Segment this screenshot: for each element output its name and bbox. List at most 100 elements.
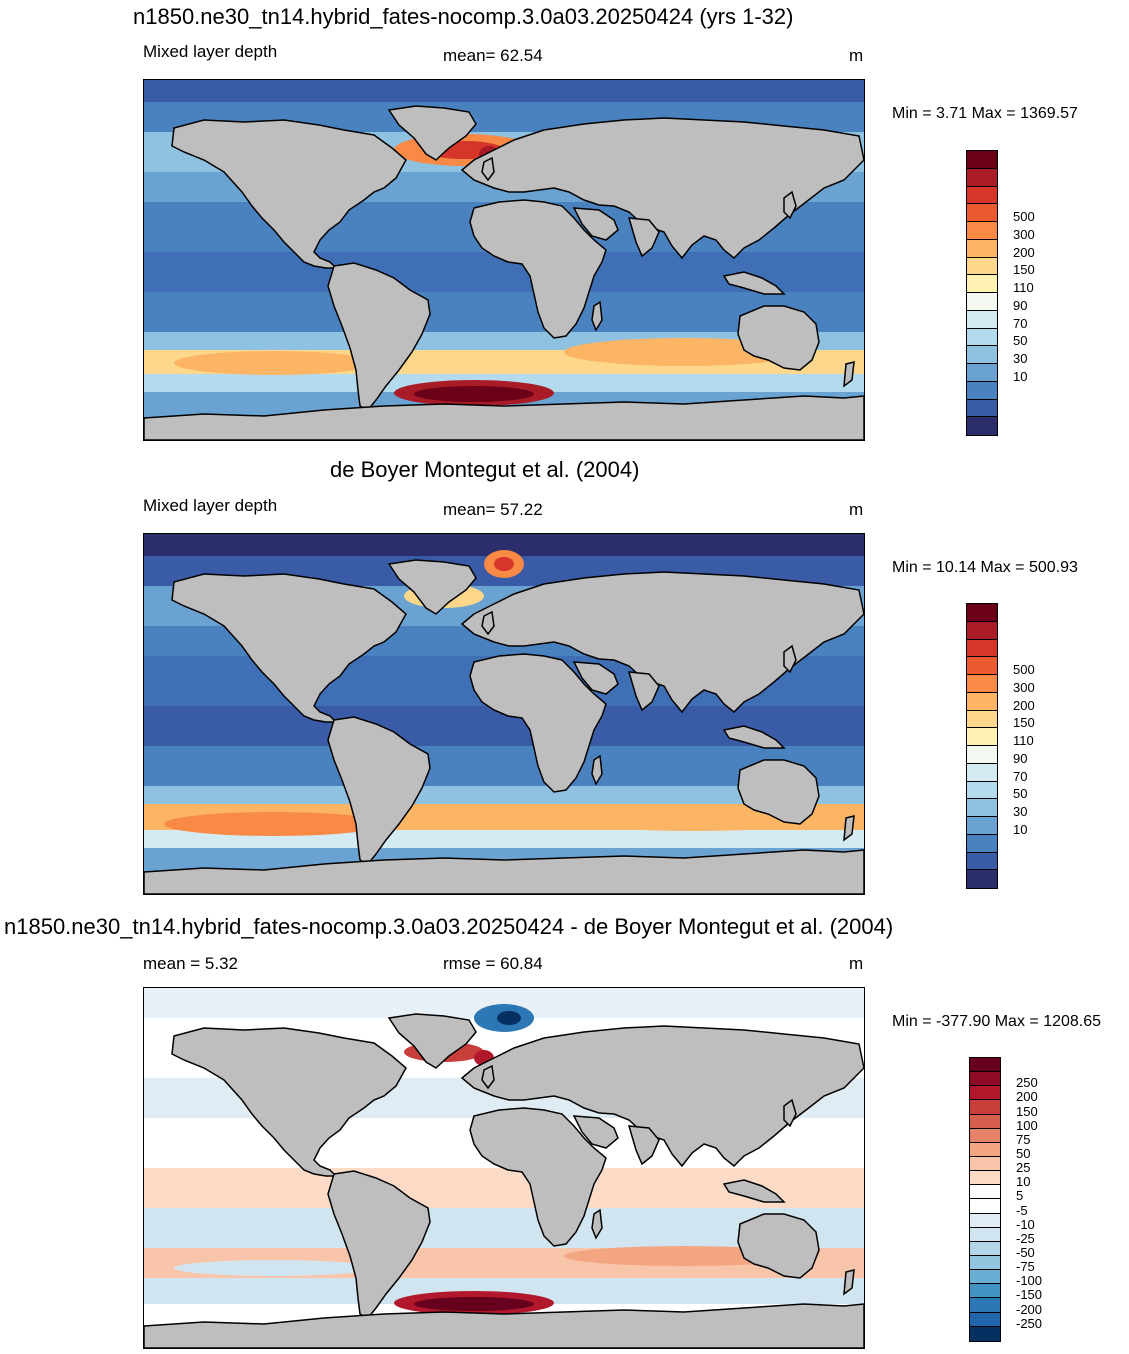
colorbar-swatch <box>970 1312 1000 1327</box>
colorbar-tick-label: 100 <box>1016 1117 1038 1133</box>
colorbar-swatch <box>970 1270 1000 1285</box>
landmass-australia <box>737 1213 820 1279</box>
colorbar-swatch <box>967 604 997 622</box>
colorbar-tick-label: -25 <box>1016 1230 1035 1246</box>
colorbar-swatch <box>970 1199 1000 1214</box>
panel-1-units: m <box>849 46 864 65</box>
landmass-northAmerica <box>171 1027 407 1177</box>
landmass-antarctica <box>144 395 864 440</box>
colorbar-swatch <box>967 275 997 293</box>
landmass-northAmerica <box>171 119 407 269</box>
colorbar-tick-label: 500 <box>1013 662 1035 678</box>
colorbar-tick-label: 10 <box>1013 821 1028 837</box>
colorbar-tick-label: 75 <box>1016 1131 1031 1147</box>
field-feature <box>174 351 374 375</box>
landmass-eurasia <box>460 1025 864 1168</box>
panel-2-map <box>143 533 865 895</box>
colorbar-tick-label: -150 <box>1016 1287 1043 1303</box>
colorbar-tick-label: 5 <box>1016 1188 1024 1204</box>
colorbar-swatch <box>967 346 997 364</box>
colorbar-tick-label: -75 <box>1016 1259 1035 1275</box>
panel-3-title: n1850.ne30_tn14.hybrid_fates-nocomp.3.0a… <box>4 914 894 939</box>
panel-3-units: m <box>849 954 864 973</box>
colorbar-tick-label: -50 <box>1016 1245 1035 1261</box>
landmass-southAmerica <box>327 262 431 411</box>
field-feature <box>494 557 514 571</box>
landmass-greenland <box>387 559 477 615</box>
colorbar-swatch <box>967 381 997 400</box>
landmass-indonesia <box>722 725 786 749</box>
colorbar-swatch <box>970 1213 1000 1228</box>
colorbar-swatch <box>970 1128 1000 1143</box>
colorbar-swatch <box>967 328 997 347</box>
colorbar-swatch <box>967 817 997 835</box>
colorbar-tick-label: 70 <box>1013 768 1028 784</box>
panel-2-minmax: Min = 10.14 Max = 500.93 <box>892 559 1078 576</box>
colorbar-swatch <box>967 728 997 746</box>
landmass-japan <box>783 644 797 674</box>
colorbar-tick-label: 10 <box>1016 1174 1031 1190</box>
colorbar-tick-label: -5 <box>1016 1202 1028 1218</box>
colorbar-tick-label: 150 <box>1013 262 1035 278</box>
landmass-newzealand <box>843 815 855 842</box>
colorbar-swatch <box>967 710 997 729</box>
panel-3-colorbar-labels: 250 200 150 100 75 50 25 10 5 -5 -10 -25 -50 -75 -100-… <box>1016 1057 1076 1340</box>
landmass-indonesia <box>722 1179 786 1203</box>
colorbar-tick-label: 50 <box>1016 1145 1031 1161</box>
landmass-india <box>627 671 660 712</box>
colorbar-swatch <box>967 239 997 258</box>
colorbar-tick-label: -200 <box>1016 1301 1043 1317</box>
panel-3-mean-label: mean = 5.32 <box>143 954 238 973</box>
colorbar-swatch <box>967 399 997 418</box>
landmass-japan <box>783 190 797 220</box>
landmass-newzealand <box>843 361 855 388</box>
panel-3-map <box>143 987 865 1349</box>
colorbar-swatch <box>970 1255 1000 1271</box>
colorbar-tick-label: 250 <box>1016 1075 1038 1091</box>
colorbar-swatch <box>967 293 997 311</box>
colorbar-swatch <box>967 151 997 169</box>
landmass-madagascar <box>591 300 603 332</box>
landmass-australia <box>737 759 820 825</box>
colorbar-tick-label: -250 <box>1016 1315 1043 1331</box>
colorbar-tick-label: 200 <box>1013 697 1035 713</box>
colorbar-swatch <box>967 781 997 800</box>
colorbar-swatch <box>967 621 997 640</box>
colorbar-tick-label: 30 <box>1013 351 1028 367</box>
landmass-greenland <box>387 1013 477 1069</box>
panel-1-mean-label: mean= 62.54 <box>443 46 543 65</box>
field-feature <box>564 807 824 831</box>
colorbar-tick-label: 150 <box>1016 1103 1038 1119</box>
colorbar-swatch <box>967 639 997 658</box>
colorbar-swatch <box>967 257 997 276</box>
landmass-japan <box>783 1098 797 1128</box>
colorbar-swatch <box>967 746 997 764</box>
landmass-antarctica <box>144 849 864 894</box>
landmass-madagascar <box>591 754 603 786</box>
colorbar-swatch <box>967 222 997 240</box>
panel-3-colorbar <box>969 1057 1001 1342</box>
landmass-britain <box>481 156 495 182</box>
landmass-africa <box>469 653 607 793</box>
ocean-band <box>144 534 864 556</box>
colorbar-swatch <box>967 692 997 711</box>
landmass-greenland <box>387 105 477 161</box>
colorbar-tick-label: 90 <box>1013 297 1028 313</box>
landmass-arabia <box>572 207 619 241</box>
colorbar-swatch <box>967 204 997 222</box>
landmass-southAmerica <box>327 1170 431 1319</box>
landmass-northAmerica <box>171 573 407 723</box>
panel-2-colorbar-labels: 500 300 200 150 110 90 70 50 30 10 <box>1013 603 1073 887</box>
colorbar-tick-label: 300 <box>1013 679 1035 695</box>
colorbar-tick-label: 70 <box>1013 315 1028 331</box>
panel-1-colorbar <box>966 150 998 436</box>
colorbar-tick-label: 10 <box>1013 368 1028 384</box>
landmass-australia <box>737 305 820 371</box>
colorbar-tick-label: 500 <box>1013 209 1035 225</box>
field-feature <box>164 812 384 836</box>
colorbar-tick-label: 110 <box>1013 733 1034 749</box>
field-feature <box>497 1011 521 1025</box>
colorbar-swatch <box>970 1058 1000 1073</box>
landmass-britain <box>481 1064 495 1090</box>
panel-2-title: de Boyer Montegut et al. (2004) <box>330 457 640 482</box>
